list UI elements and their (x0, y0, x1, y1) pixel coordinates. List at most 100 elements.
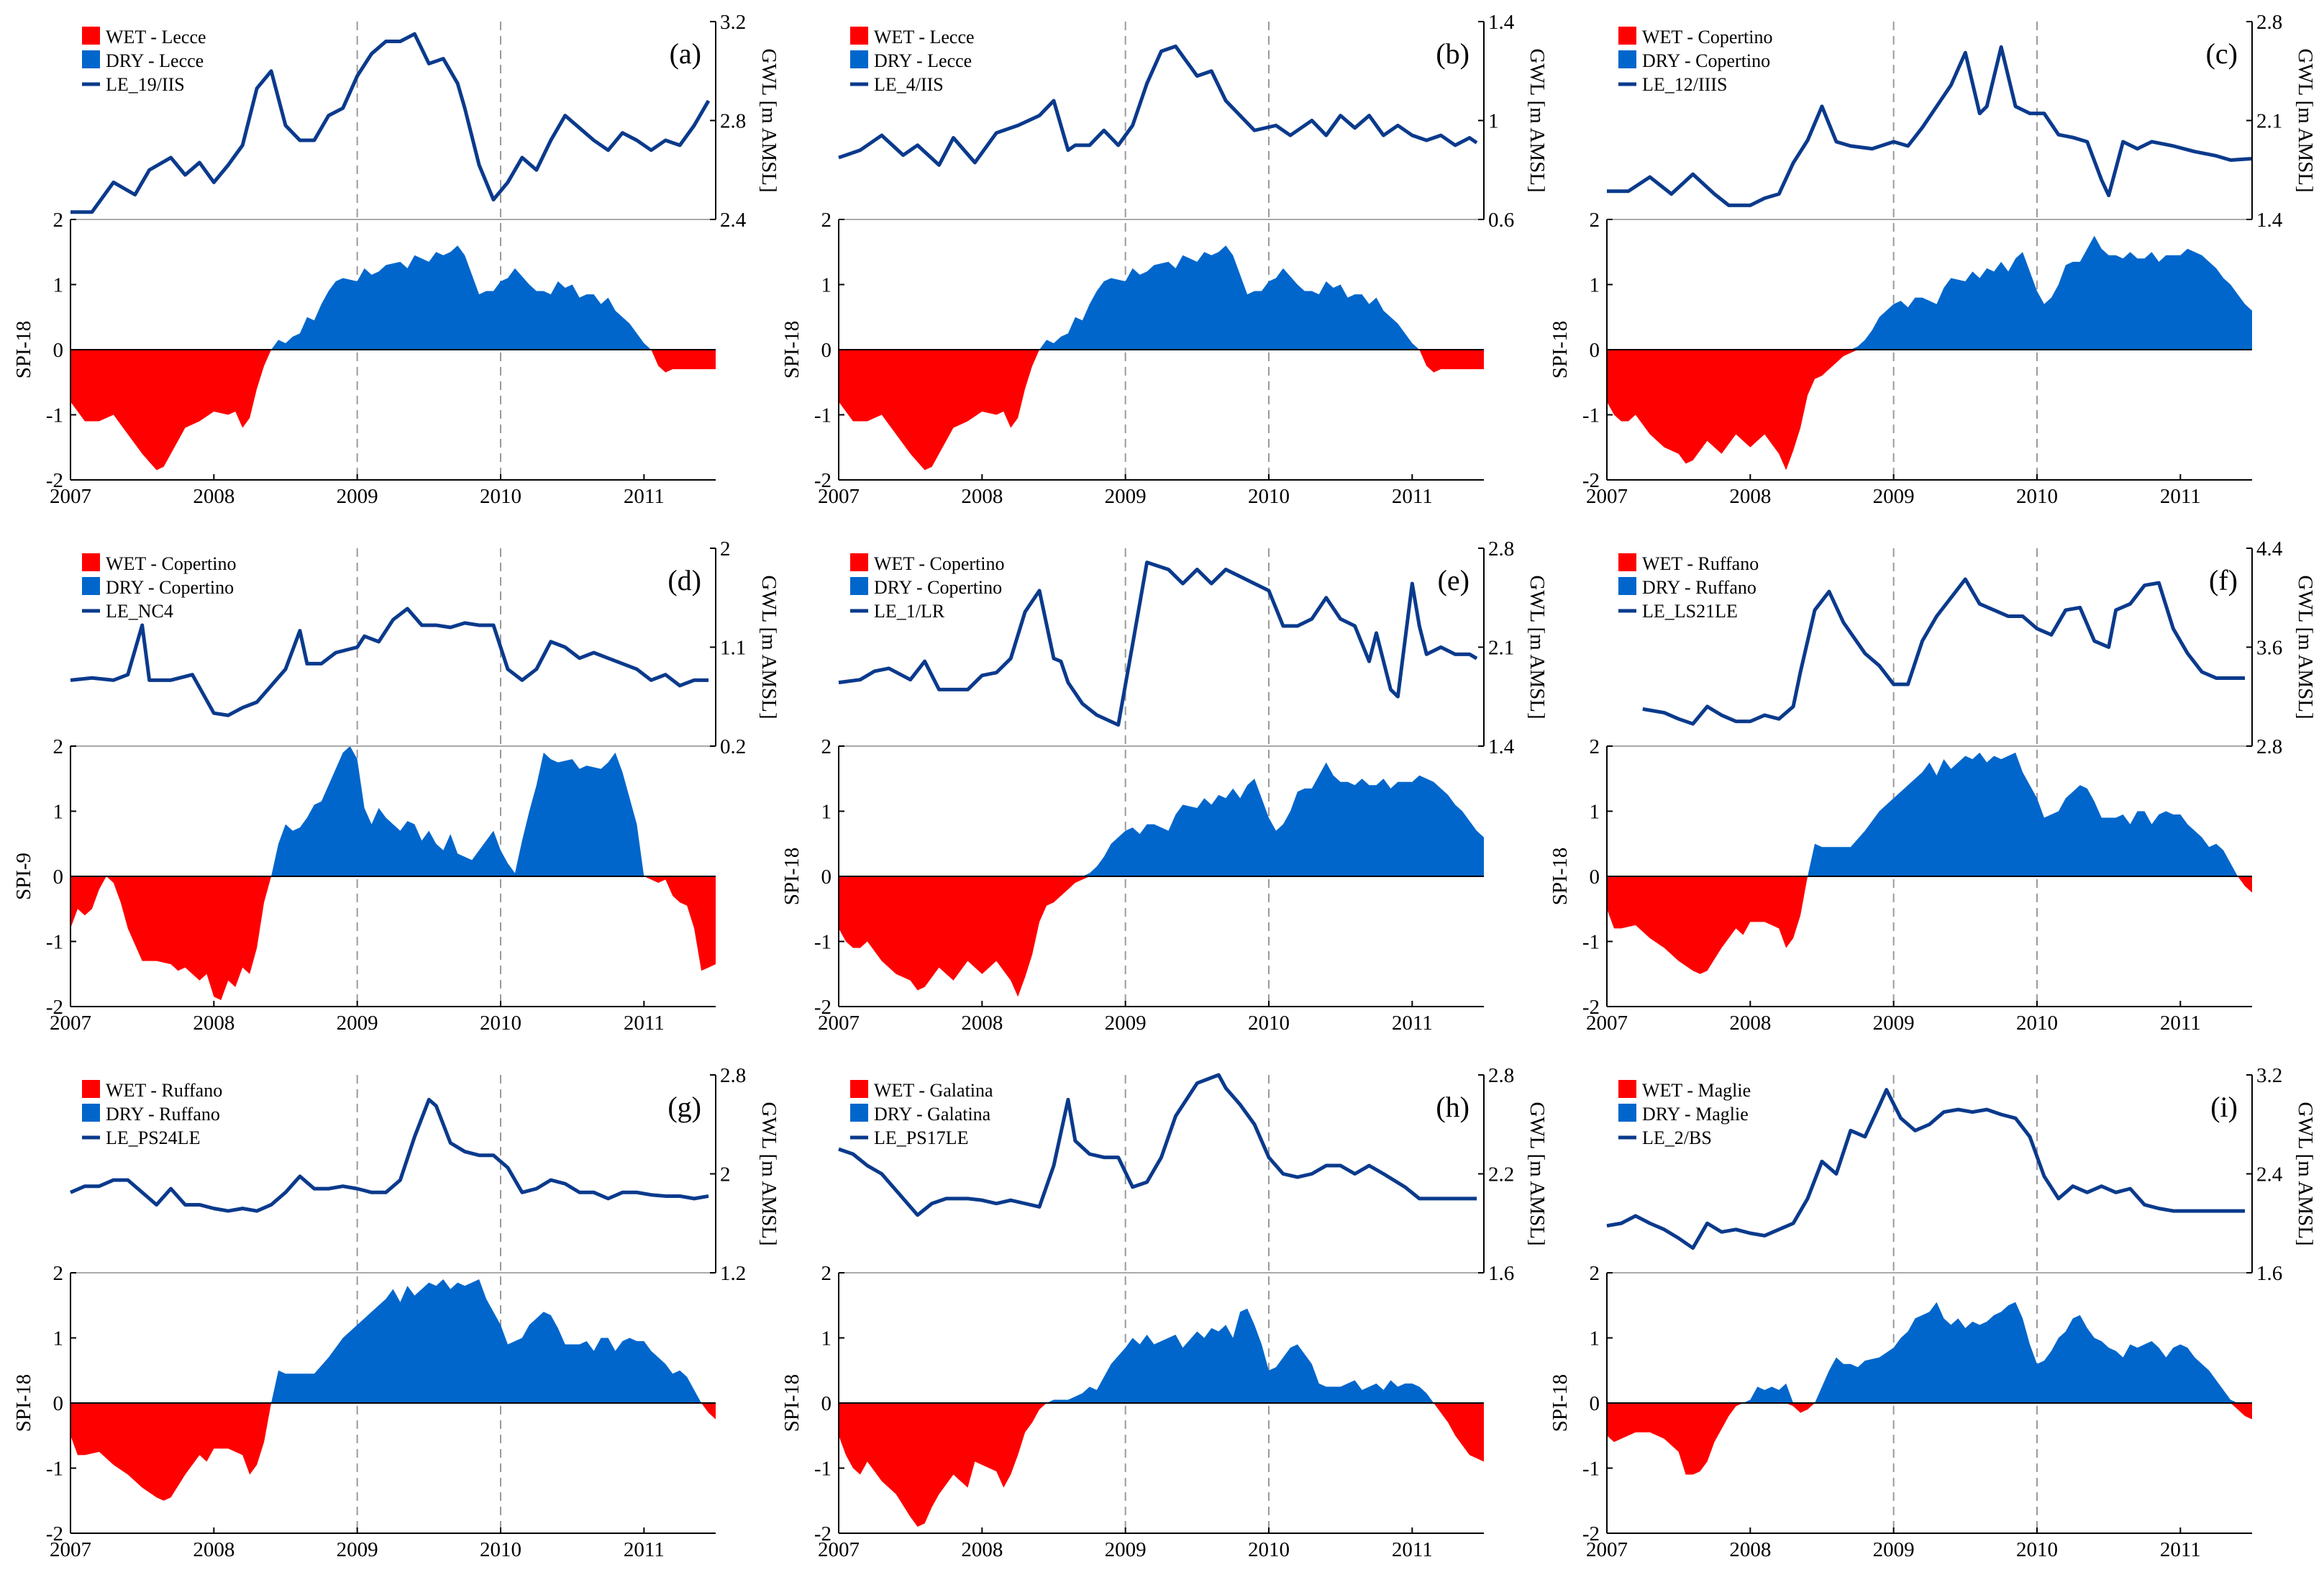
panel-label: (i) (2210, 1091, 2238, 1123)
spi-tick-label: 2 (821, 209, 832, 232)
chart-panel-1: 2 1 0 -1 -2 1.4 1 0.6 2007 2008 2009 2010 2011 SPI-18… (780, 11, 1549, 508)
x-tick-label: 2010 (1248, 1012, 1290, 1035)
gwl-line (1607, 45, 2253, 207)
x-tick-label: 2011 (624, 1538, 665, 1561)
legend-dry-swatch (850, 1104, 868, 1122)
x-tick-label: 2010 (480, 1538, 521, 1561)
gwl-line (838, 1073, 1477, 1217)
legend-dry-label: DRY - Copertino (106, 577, 234, 598)
legend-wet-swatch (82, 1080, 100, 1098)
spi-tick-label: -1 (814, 931, 831, 954)
spi-wet-area (70, 350, 716, 471)
spi-tick-label: -1 (1582, 1458, 1600, 1481)
spi-wet-area (70, 1403, 716, 1501)
gwl-tick-label: 1.1 (720, 637, 746, 660)
spi-axis-label: SPI-18 (780, 848, 803, 906)
gwl-tick-label: 2.8 (2256, 11, 2282, 34)
gwl-axis-label: GWL [m AMSL] (2294, 48, 2317, 192)
x-tick-label: 2010 (480, 1012, 521, 1035)
x-tick-label: 2009 (1873, 485, 1915, 508)
spi-dry-area (70, 1279, 716, 1403)
x-tick-label: 2008 (961, 485, 1003, 508)
gwl-tick-label: 4.4 (2256, 537, 2283, 560)
legend-wet-label: WET - Ruffano (1642, 553, 1759, 574)
gwl-tick-label: 1.6 (2256, 1262, 2282, 1285)
x-tick-label: 2010 (1248, 485, 1290, 508)
x-tick-label: 2011 (2160, 485, 2201, 508)
legend-dry-label: DRY - Galatina (874, 1104, 991, 1125)
gwl-tick-label: 3.6 (2256, 637, 2282, 660)
x-tick-label: 2010 (480, 485, 521, 508)
gwl-axis-label: GWL [m AMSL] (2294, 1102, 2317, 1245)
spi-tick-label: 0 (821, 339, 832, 362)
spi-tick-label: -2 (814, 469, 831, 492)
spi-tick-label: 2 (53, 209, 64, 232)
legend-gwl-label: LE_2/BS (1642, 1127, 1712, 1148)
legend: WET - Lecce DRY - Lecce LE_19/IIS (82, 27, 206, 95)
x-tick-label: 2011 (1392, 485, 1433, 508)
spi-tick-label: 2 (1590, 209, 1600, 232)
gwl-line (70, 1097, 709, 1213)
x-tick-label: 2009 (1873, 1538, 1915, 1561)
gwl-tick-label: 2.4 (720, 209, 747, 232)
panel-label: (h) (1436, 1091, 1469, 1123)
gwl-tick-label: 1.4 (1488, 11, 1515, 34)
legend-wet-swatch (1618, 27, 1636, 45)
gwl-axis-label: GWL [m AMSL] (1526, 48, 1549, 192)
spi-tick-label: -2 (1582, 996, 1600, 1019)
legend-dry-swatch (1618, 577, 1636, 595)
spi-axis-label: SPI-18 (1549, 321, 1572, 379)
legend-dry-swatch (82, 1104, 100, 1122)
spi-tick-label: -1 (1582, 931, 1600, 954)
gwl-axis-label: GWL [m AMSL] (1526, 1102, 1549, 1245)
legend-wet-label: WET - Lecce (874, 27, 975, 47)
legend-gwl-label: LE_4/IIS (874, 74, 944, 95)
spi-tick-label: 2 (821, 1262, 832, 1285)
spi-wet-area (70, 876, 716, 1000)
spi-tick-label: -2 (46, 1522, 63, 1545)
gwl-line (70, 607, 709, 717)
x-tick-label: 2008 (193, 1538, 234, 1561)
legend-wet-label: WET - Copertino (874, 553, 1004, 574)
gwl-tick-label: 2.1 (2256, 110, 2282, 133)
x-tick-label: 2011 (2160, 1538, 2201, 1561)
spi-dry-area (1607, 753, 2252, 876)
gwl-axis-label: GWL [m AMSL] (2294, 575, 2317, 719)
x-tick-label: 2010 (2016, 1538, 2058, 1561)
spi-axis-label: SPI-18 (12, 321, 35, 379)
x-tick-label: 2009 (337, 485, 378, 508)
spi-tick-label: 0 (53, 866, 64, 889)
spi-tick-label: 0 (53, 1392, 64, 1415)
spi-axis-label: SPI-18 (780, 321, 803, 379)
x-tick-label: 2008 (961, 1012, 1003, 1035)
x-tick-label: 2011 (1392, 1012, 1433, 1035)
legend: WET - Lecce DRY - Lecce LE_4/IIS (850, 27, 975, 95)
gwl-axis-label: GWL [m AMSL] (757, 1102, 780, 1245)
spi-tick-label: 0 (821, 866, 832, 889)
gwl-tick-label: 2.8 (2256, 735, 2282, 758)
legend-dry-label: DRY - Ruffano (1642, 577, 1756, 598)
gwl-tick-label: 3.2 (2256, 1064, 2282, 1087)
x-tick-label: 2010 (2016, 485, 2058, 508)
gwl-axis-label: GWL [m AMSL] (757, 48, 780, 192)
chart-panel-7: 2 1 0 -1 -2 2.8 2.2 1.6 2007 2008 2009 2010 2011 SPI-… (780, 1064, 1549, 1561)
legend-dry-label: DRY - Lecce (874, 50, 972, 71)
legend-wet-label: WET - Ruffano (106, 1080, 222, 1101)
spi-axis-label: SPI-9 (12, 853, 35, 900)
spi-tick-label: -2 (814, 1522, 831, 1545)
spi-dry-area (839, 245, 1484, 350)
spi-tick-label: 2 (821, 735, 832, 758)
x-tick-label: 2007 (50, 485, 91, 508)
legend: WET - Copertino DRY - Copertino LE_1/LR (850, 553, 1004, 622)
spi-tick-label: 1 (821, 274, 832, 297)
x-tick-label: 2008 (961, 1538, 1003, 1561)
legend-dry-swatch (82, 577, 100, 595)
spi-tick-label: 0 (53, 339, 64, 362)
legend-dry-label: DRY - Lecce (106, 50, 204, 71)
legend-dry-swatch (82, 50, 100, 68)
legend-gwl-label: LE_1/LR (874, 601, 945, 622)
x-tick-label: 2008 (1729, 1012, 1771, 1035)
spi-wet-area (1607, 876, 2252, 974)
x-tick-label: 2007 (818, 1538, 860, 1561)
